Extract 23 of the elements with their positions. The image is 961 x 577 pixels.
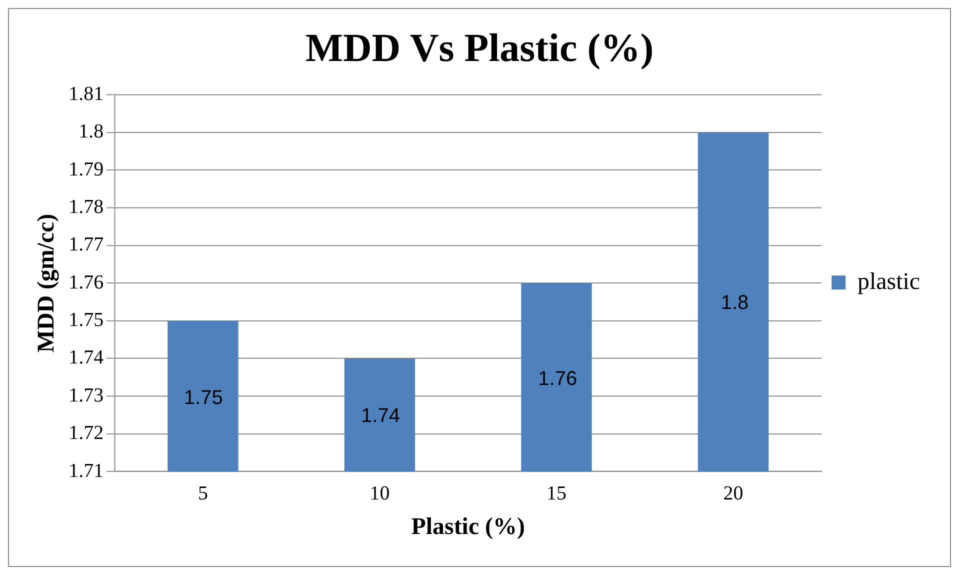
y-tick-label: 1.81 [68, 82, 104, 105]
x-tick-label: 20 [723, 482, 744, 505]
data-label: 1.75 [184, 386, 223, 409]
data-label: 1.74 [361, 405, 400, 428]
x-tick-label: 5 [198, 482, 208, 505]
data-label: 1.76 [538, 368, 578, 390]
y-tick-label: 1.8 [78, 120, 104, 143]
x-axis-title: Plastic (%) [411, 514, 525, 540]
y-tick-label: 1.76 [68, 271, 104, 294]
data-label: 1.8 [720, 292, 749, 314]
y-tick-label: 1.78 [68, 196, 104, 218]
legend-label: plastic [858, 268, 920, 295]
y-tick-label: 1.72 [68, 422, 104, 444]
y-tick-label: 1.75 [68, 309, 104, 332]
x-tick-label: 10 [370, 482, 390, 505]
y-tick-label: 1.77 [68, 234, 104, 256]
y-axis-title: MDD (gm/cc) [33, 214, 60, 352]
chart-title: MDD Vs Plastic (%) [305, 25, 654, 70]
y-tick-label: 1.73 [68, 384, 104, 406]
y-tick-label: 1.74 [68, 346, 104, 369]
y-tick-label: 1.79 [68, 158, 104, 180]
y-tick-label: 1.71 [68, 460, 104, 482]
x-tick-label: 15 [546, 482, 566, 505]
